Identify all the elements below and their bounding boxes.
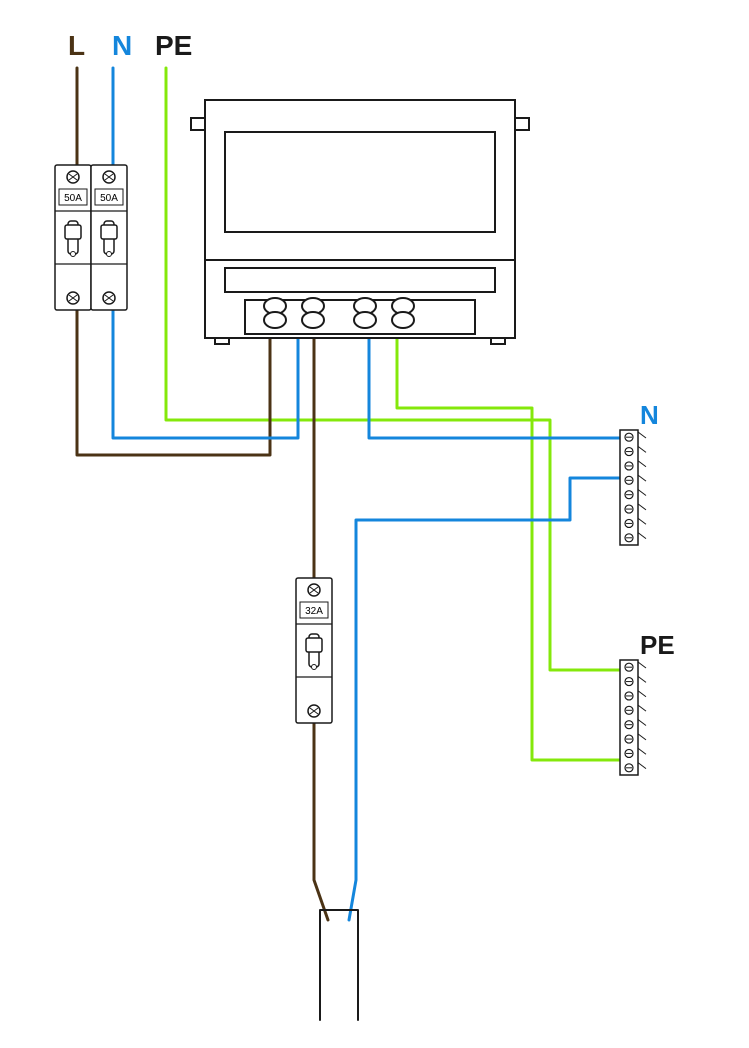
label-N: N bbox=[112, 30, 132, 62]
breaker-50a-double: 50A 50A bbox=[55, 165, 127, 310]
label-PE: PE bbox=[155, 30, 192, 62]
breaker-32a-single: 32A bbox=[296, 578, 332, 723]
label-L: L bbox=[68, 30, 85, 62]
energy-meter bbox=[191, 100, 529, 344]
label-N-right: N bbox=[640, 400, 659, 431]
pe-terminal-bus bbox=[620, 660, 646, 775]
n-terminal-bus bbox=[620, 430, 646, 545]
svg-text:50A: 50A bbox=[64, 193, 82, 204]
svg-text:32A: 32A bbox=[305, 606, 323, 617]
n-meter-to-bus-wire bbox=[369, 338, 620, 438]
svg-text:50A: 50A bbox=[100, 193, 118, 204]
n-bus-to-output-wire bbox=[349, 478, 620, 920]
output-cable-sheath bbox=[320, 910, 358, 1020]
pe-meter-to-bus-wire bbox=[397, 338, 620, 760]
l-32a-output-wire bbox=[314, 723, 328, 920]
label-PE-right: PE bbox=[640, 630, 675, 661]
